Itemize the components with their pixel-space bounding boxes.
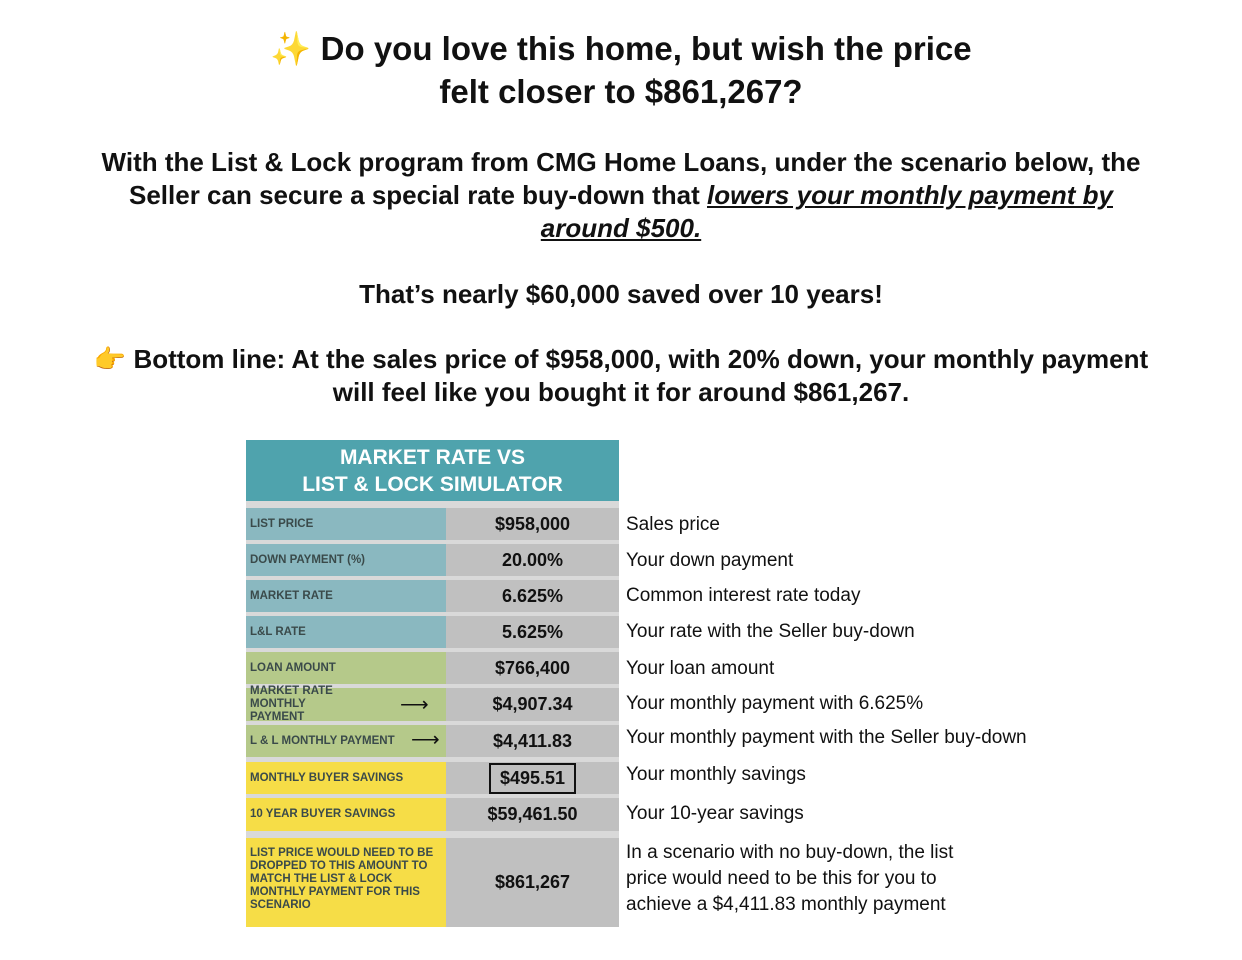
row-description: In a scenario with no buy-down, the list… <box>626 842 954 915</box>
value-text: $4,907.34 <box>492 694 573 714</box>
value-text: $766,400 <box>494 657 571 678</box>
row-description: Your monthly savings <box>626 764 806 785</box>
bottom-line: 👉 Bottom line: At the sales price of $95… <box>0 343 1242 409</box>
table-row: LOAN AMOUNT $766,400 <box>246 652 619 684</box>
intro-emphasis-2: around $500. <box>540 213 702 243</box>
row-value: $59,461.50 <box>446 798 619 831</box>
row-description: Your monthly payment with the Seller buy… <box>626 727 1027 748</box>
row-value: 6.625% <box>446 580 619 612</box>
simulator-table: MARKET RATE VS LIST & LOCK SIMULATOR LIS… <box>246 440 619 927</box>
simulator-title: MARKET RATE VS LIST & LOCK SIMULATOR <box>246 440 619 501</box>
value-text: $59,461.50 <box>487 804 578 824</box>
value-text: 6.625% <box>501 585 564 606</box>
row-label: MARKET RATE <box>246 580 446 612</box>
table-row: MONTHLY BUYER SAVINGS $495.51 <box>246 762 619 794</box>
sparkles-icon: ✨ <box>270 30 312 67</box>
bottom-line-1: Bottom line: At the sales price of $958,… <box>133 344 1149 374</box>
value-text: 5.625% <box>501 621 564 642</box>
row-label: 10 YEAR BUYER SAVINGS <box>246 798 446 831</box>
row-label: MARKET RATE MONTHLY PAYMENT <box>246 685 446 723</box>
row-label: LIST PRICE WOULD NEED TO BE DROPPED TO T… <box>246 838 446 927</box>
table-row: L&L RATE 5.625% <box>246 616 619 648</box>
intro-line2: Seller can secure a special rate buy-dow… <box>129 180 700 210</box>
value-text: 20.00% <box>501 549 564 570</box>
table-row: MARKET RATE MONTHLY PAYMENT $4,907.34 ⟶ <box>246 685 619 723</box>
title-line1: MARKET RATE VS <box>339 446 526 469</box>
row-value: $4,907.34 <box>446 688 619 721</box>
table-row: L & L MONTHLY PAYMENT $4,411.83 ⟶ <box>246 725 619 757</box>
row-description: Common interest rate today <box>626 585 861 606</box>
arrow-icon: ⟶ <box>411 729 440 751</box>
value-text: $958,000 <box>494 513 571 534</box>
row-description: Your rate with the Seller buy-down <box>626 621 915 642</box>
table-row: 10 YEAR BUYER SAVINGS $59,461.50 <box>246 798 619 831</box>
arrow-icon: ⟶ <box>400 694 429 716</box>
row-description: Your loan amount <box>626 658 775 679</box>
table-row: LIST PRICE $958,000 <box>246 508 619 540</box>
row-value: $958,000 <box>446 508 619 540</box>
row-label: DOWN PAYMENT (%) <box>246 544 446 576</box>
row-value: 20.00% <box>446 544 619 576</box>
row-value: $861,267 <box>446 838 619 927</box>
value-text: $495.51 <box>488 762 577 794</box>
row-label: L&L RATE <box>246 616 446 648</box>
row-description: Sales price <box>626 514 720 535</box>
row-description: Your 10-year savings <box>626 803 804 824</box>
row-value: $4,411.83 <box>446 725 619 757</box>
row-label: MONTHLY BUYER SAVINGS <box>246 762 446 794</box>
row-description: Your down payment <box>626 550 794 571</box>
row-label: LOAN AMOUNT <box>246 652 446 684</box>
table-row: DOWN PAYMENT (%) 20.00% <box>246 544 619 576</box>
row-value: 5.625% <box>446 616 619 648</box>
headline-line1: Do you love this home, but wish the pric… <box>320 30 972 67</box>
savings-line: That’s nearly $60,000 saved over 10 year… <box>359 279 883 309</box>
bottom-line-2: will feel like you bought it for around … <box>332 377 910 407</box>
table-row: MARKET RATE 6.625% <box>246 580 619 612</box>
headline: ✨ Do you love this home, but wish the pr… <box>0 27 1242 113</box>
intro-line1: With the List & Lock program from CMG Ho… <box>101 147 1141 177</box>
headline-line2: felt closer to $861,267? <box>439 73 803 110</box>
value-text: $4,411.83 <box>492 730 573 751</box>
intro: With the List & Lock program from CMG Ho… <box>0 146 1242 245</box>
title-line2: LIST & LOCK SIMULATOR <box>302 473 563 496</box>
intro-emphasis: lowers your monthly payment by <box>707 180 1113 210</box>
pointing-hand-icon: 👉 <box>93 344 127 374</box>
row-value: $495.51 <box>446 762 619 794</box>
row-label: LIST PRICE <box>246 508 446 540</box>
row-description: Your monthly payment with 6.625% <box>626 693 924 714</box>
row-label: L & L MONTHLY PAYMENT <box>246 725 446 757</box>
value-text: $861,267 <box>494 872 571 892</box>
table-row: LIST PRICE WOULD NEED TO BE DROPPED TO T… <box>246 838 619 927</box>
row-value: $766,400 <box>446 652 619 684</box>
